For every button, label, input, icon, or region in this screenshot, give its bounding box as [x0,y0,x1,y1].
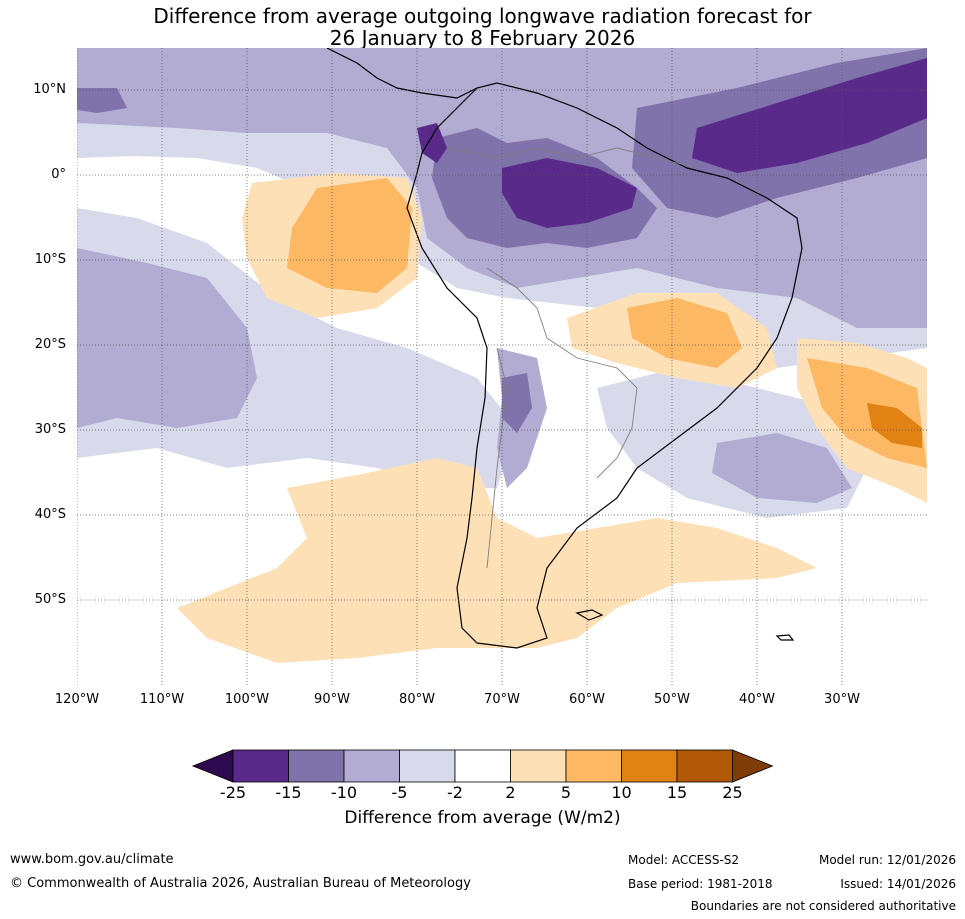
anomaly-orange-east-pacific [287,178,412,293]
colorbar-arrow-low [191,749,234,783]
footer-issued: Issued: 14/01/2026 [840,877,956,891]
colorbar-label: Difference from average (W/m2) [344,808,621,828]
anomaly-deepest-purple-atlantic [692,58,927,173]
lon-label-50w: 50°W [654,692,690,707]
anomaly-mid-purple-atlantic [712,433,852,503]
border-line-north [446,147,698,169]
lat-label-20s: 20°S [34,337,66,352]
colorbar-tick-label: 5 [560,783,572,802]
anomaly-dark-purple-pacific [77,88,127,113]
border-line-andes [486,267,638,479]
lon-label-100w: 100°W [224,692,270,707]
map-canvas [77,48,927,685]
colorbar-tick-label: 2 [505,783,516,802]
anomaly-band-plus-15 [867,403,922,448]
lat-label-40s: 40°S [34,507,66,522]
footer-base-period: Base period: 1981-2018 [628,877,773,891]
lon-label-70w: 70°W [484,692,520,707]
colorbar-tick-label: -5 [391,783,408,802]
colorbar-cell [565,749,622,783]
colorbar-cell [676,749,733,783]
map-title-line-2: 26 January to 8 February 2026 [329,26,636,50]
anomaly-deepest-purple-amazon [502,158,637,228]
falkland-islands [575,609,604,621]
footer-copyright: © Commonwealth of Australia 2026, Austra… [10,876,471,891]
anomaly-band-minus-25 [417,58,927,228]
lat-label-10s: 10°S [34,252,66,267]
colorbar-cell [399,749,456,783]
lat-label-0: 0° [51,167,66,182]
colorbar-cell [343,749,400,783]
anomaly-orange-brazil [627,298,742,368]
colorbar-cell [454,749,511,783]
olr-anomaly-map [77,48,927,685]
colorbar-arrow-high [732,749,774,783]
anomaly-dark-purple-andes [502,373,532,433]
colorbar-tick-label: 25 [722,783,743,802]
anomaly-mid-purple-west [77,248,257,428]
lon-label-30w: 30°W [824,692,860,707]
colorbar [191,749,774,783]
footer-website: www.bom.gov.au/climate [10,852,174,867]
map-title-line-1: Difference from average outgoing longwav… [153,4,812,28]
south-georgia [775,634,795,641]
colorbar-tick-label: 10 [611,783,632,802]
colorbar-tick-label: -10 [330,783,358,802]
lon-label-90w: 90°W [314,692,350,707]
country-borders [446,147,698,569]
footer-model: Model: ACCESS-S2 [628,853,740,867]
graticule [77,48,927,685]
footer-model-run: Model run: 12/01/2026 [818,853,956,867]
colorbar-tick-label: -2 [447,783,463,802]
anomaly-deepest-purple-colombia [417,123,447,163]
lon-label-110w: 110°W [139,692,185,707]
colorbar-cell [621,749,678,783]
lat-label-30s: 30°S [34,422,66,437]
border-line-south [486,347,508,569]
colorbar-tick-label: -15 [275,783,302,802]
colorbar-tick-label: 15 [666,783,688,802]
colorbar-cell [510,749,567,783]
coastlines [326,48,803,649]
colorbar-tick-label: -25 [219,783,247,802]
footer-disclaimer: Boundaries are not considered authoritat… [690,899,956,913]
lon-label-120w: 120°W [54,692,100,707]
colorbar-cell [232,749,289,783]
lon-label-80w: 80°W [399,692,435,707]
anomaly-light-orange-south-pacific [177,458,817,663]
colorbar-cell [288,749,345,783]
lat-label-50s: 50°S [34,592,66,607]
lon-label-40w: 40°W [739,692,775,707]
lon-label-60w: 60°W [569,692,605,707]
lat-label-10n: 10°N [33,82,66,97]
central-america-coastline [326,48,478,99]
south-america-coastline [406,82,803,649]
anomaly-dark-orange-south-atlantic [867,403,922,448]
